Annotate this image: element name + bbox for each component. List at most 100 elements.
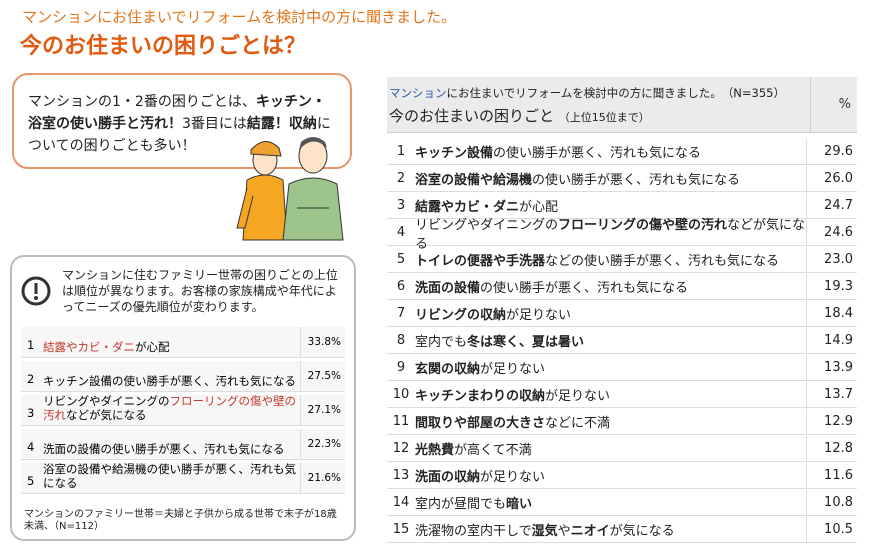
table-row: 14 室内が昼間でも暗い 10.8 (387, 490, 857, 516)
label: 洗面の設備の使い勝手が悪く、汚れも気になる (43, 442, 300, 459)
text-segment: の使い勝手が悪く、汚れも気になる (493, 146, 702, 161)
rank: 3 (27, 406, 35, 420)
label: リビングやダイニングのフローリングの傷や壁の汚れなどが気になる (43, 394, 300, 425)
table-caption: マンションにお住まいでリフォームを検討中の方に聞きました。 （N=355） (389, 85, 785, 101)
text-segment: や (557, 524, 571, 539)
rank: 12 (392, 441, 410, 456)
family-table: 1 結露やカビ・ダニが心配 33.8% 2 キッチン設備の使い勝手が悪く、汚れも気になる… (21, 327, 345, 497)
text-segment: トイレの便器や手洗器 (415, 254, 546, 269)
label: キッチン設備の使い勝手が悪く、汚れも気になる (43, 374, 300, 391)
text-segment: キッチン設備 (415, 146, 494, 161)
table-row: 10 キッチンまわりの収納が足りない 13.7 (387, 382, 857, 408)
rank: 14 (392, 495, 410, 510)
table-body: 1 キッチン設備の使い勝手が悪く、汚れも気になる 29.6 2 浴室の設備や給湯機の使い… (387, 139, 857, 543)
label: キッチンまわりの収納が足りない (415, 385, 806, 404)
text-segment: が気になる (609, 524, 675, 539)
divider (810, 77, 811, 132)
percent: 10.5 (806, 517, 857, 542)
text-segment: 冬は寒く、夏は暑い (467, 335, 585, 350)
family-row: 3 リビングやダイニングのフローリングの傷や壁の汚れなどが気になる 27.1% (21, 394, 345, 426)
percent: 33.8% (300, 327, 345, 357)
percent: 27.5% (300, 361, 345, 391)
caption-part: にお住まいでリフォームを検討中の方に聞きました。 (446, 86, 717, 100)
text-segment: 光熱費 (415, 443, 455, 458)
text-segment: リビングやダイニングの (43, 394, 170, 408)
rank: 5 (27, 474, 35, 488)
text-segment: 3番目には (182, 116, 247, 132)
header-subtitle: マンションにお住まいでリフォームを検討中の方に聞きました。 (22, 8, 457, 26)
label: 洗濯物の室内干しで湿気やニオイが気になる (415, 520, 806, 539)
text-segment: 間取りや部屋の大きさ (415, 416, 546, 431)
table-row: 12 光熱費が高くて不満 12.8 (387, 436, 857, 462)
text-segment: 湿気 (531, 524, 558, 539)
rank: 6 (396, 279, 406, 294)
rank: 4 (27, 440, 35, 454)
table-row: 11 間取りや部屋の大きさなどに不満 12.9 (387, 409, 857, 435)
text-segment: が足りない (480, 470, 546, 485)
percent: 22.3% (300, 429, 345, 459)
rank: 8 (396, 333, 406, 348)
percent: 19.3 (806, 274, 857, 299)
text-segment: が足りない (480, 362, 546, 377)
percent: 29.6 (806, 139, 857, 164)
text-segment: 洗面の設備 (415, 281, 481, 296)
table-row: 13 洗面の収納が足りない 11.6 (387, 463, 857, 489)
text-segment: についての困りごとも多い！ (28, 116, 331, 154)
label: 玄関の収納が足りない (415, 358, 806, 377)
text-segment: などが気になる (66, 408, 147, 422)
percent: 24.6 (806, 220, 857, 245)
family-row: 1 結露やカビ・ダニが心配 33.8% (21, 327, 345, 358)
text-segment: 浴室の設備や給湯機 (415, 173, 533, 188)
family-row: 4 洗面の設備の使い勝手が悪く、汚れも気になる 22.3% (21, 429, 345, 460)
text-segment: 玄関の収納 (415, 362, 481, 377)
percent: 21.6% (300, 463, 345, 493)
percent: 23.0 (806, 247, 857, 272)
pct-header: % (838, 97, 851, 112)
alert-icon (21, 276, 51, 306)
label: 洗面の設備の使い勝手が悪く、汚れも気になる (415, 277, 806, 296)
text-segment: 結露やカビ・ダニ (43, 340, 135, 354)
text-segment: などに不満 (545, 416, 611, 431)
text-segment: 室内が昼間でも (415, 497, 507, 512)
label: 浴室の設備や給湯機の使い勝手が悪く、汚れも気になる (415, 169, 806, 188)
rank: 10 (392, 387, 410, 402)
family-row: 5 浴室の設備や給湯機の使い勝手が悪く、汚れも気になる 21.6% (21, 462, 345, 494)
label: リビングやダイニングのフローリングの傷や壁の汚れなどが気になる (415, 214, 806, 252)
table-header: マンションにお住まいでリフォームを検討中の方に聞きました。 （N=355） 今の… (387, 77, 857, 133)
text-segment: リビングの収納 (415, 308, 507, 323)
label: 結露やカビ・ダニが心配 (415, 196, 806, 215)
table-row: 3 結露やカビ・ダニが心配 24.7 (387, 193, 857, 219)
table-row: 8 室内でも冬は寒く、夏は暑い 14.9 (387, 328, 857, 354)
text-segment: ニオイ (570, 524, 610, 539)
rank: 4 (396, 225, 406, 240)
text-segment: キッチンまわりの収納 (415, 389, 546, 404)
text-segment: の使い勝手が悪く、汚れも気になる (532, 173, 741, 188)
table-row: 2 浴室の設備や給湯機の使い勝手が悪く、汚れも気になる 26.0 (387, 166, 857, 192)
percent: 13.9 (806, 355, 857, 380)
table-row: 1 キッチン設備の使い勝手が悪く、汚れも気になる 29.6 (387, 139, 857, 165)
label: 間取りや部屋の大きさなどに不満 (415, 412, 806, 431)
family-text: マンションに住むファミリー世帯の困りごとの上位は順位が異なります。お客様の家族構… (62, 268, 338, 314)
text-segment: が心配 (519, 200, 559, 215)
percent: 27.1% (300, 395, 345, 425)
text-segment: などが気になる (415, 217, 806, 252)
text-segment: 浴室の設備や給湯機の使い勝手が悪く、汚れも気になる (43, 462, 296, 490)
percent: 18.4 (806, 301, 857, 326)
table-row: 6 洗面の設備の使い勝手が悪く、汚れも気になる 19.3 (387, 274, 857, 300)
rank: 9 (396, 360, 406, 375)
rank: 5 (396, 252, 406, 267)
text-segment: 結露やカビ・ダニ (415, 200, 520, 215)
family-note: マンションのファミリー世帯＝夫婦と子供から成る世帯で末子が18歳未満、（N=11… (24, 509, 337, 532)
text-segment: 洗濯物の室内干しで (415, 524, 532, 539)
text-segment: が足りない (506, 308, 572, 323)
label: 光熱費が高くて不満 (415, 439, 806, 458)
text-segment: リビングやダイニングの (415, 217, 559, 233)
text-segment: マンションの1・2番の困りごとは、 (28, 94, 256, 110)
percent: 14.9 (806, 328, 857, 353)
header-title: 今のお住まいの困りごとは？ (20, 34, 307, 59)
table-row: 5 トイレの便器や手洗器などの使い勝手が悪く、汚れも気になる 23.0 (387, 247, 857, 273)
table-row: 15 洗濯物の室内干しで湿気やニオイが気になる 10.5 (387, 517, 857, 543)
table-title: 今のお住まいの困りごと （上位15位まで） (389, 105, 650, 126)
rank: 1 (27, 338, 35, 352)
